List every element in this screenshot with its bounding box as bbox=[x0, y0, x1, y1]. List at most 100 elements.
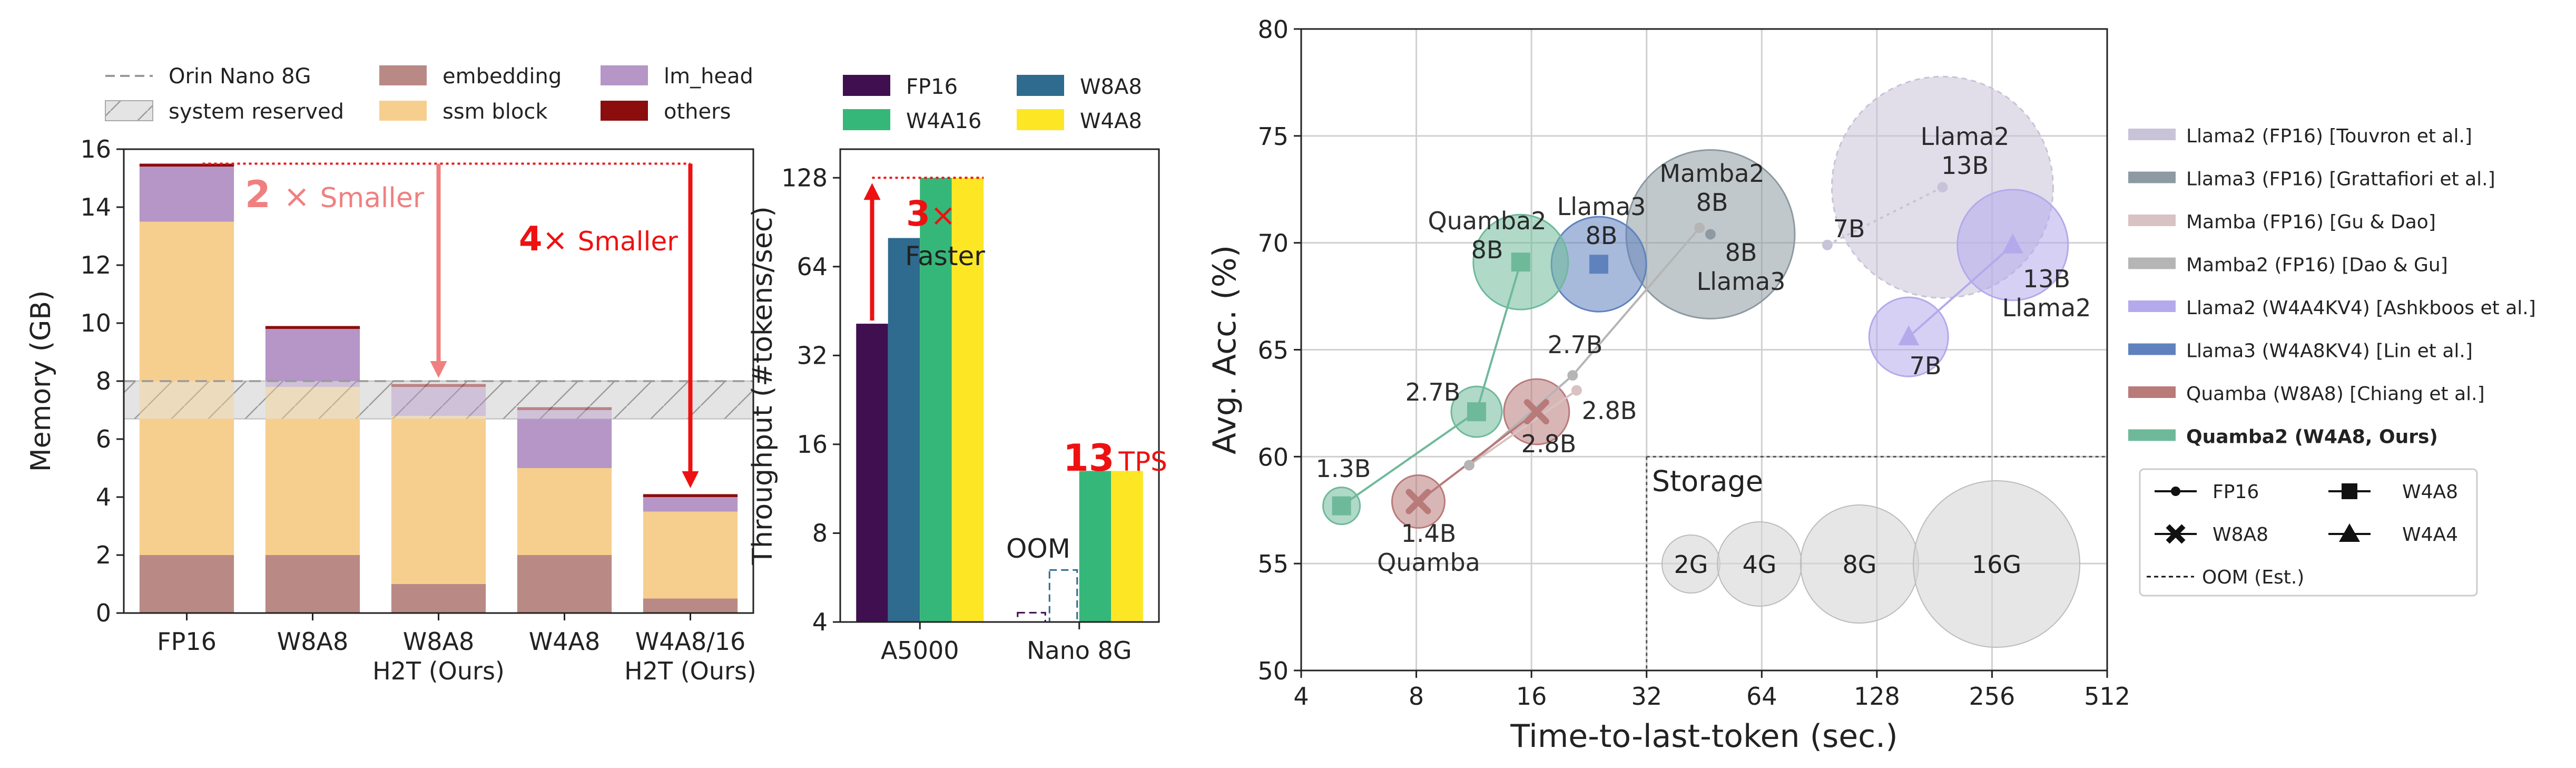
series-legend-label: Mamba (FP16) [Gu & Dao] bbox=[2186, 211, 2436, 233]
throughput-x-tick-label: A5000 bbox=[881, 636, 959, 665]
series-legend-swatch bbox=[2128, 215, 2176, 226]
point-label-line-1: 8B bbox=[1471, 236, 1503, 264]
memory-legend-label: others bbox=[664, 100, 731, 124]
throughput-bar-FP16-0 bbox=[856, 324, 888, 622]
series-legend-label: Mamba2 (FP16) [Dao & Gu] bbox=[2186, 255, 2448, 276]
memory-x-tick-label-line-0: W4A8/16 bbox=[635, 627, 746, 656]
throughput-legend-label: W8A8 bbox=[1080, 75, 1142, 99]
bar-others-0 bbox=[139, 163, 234, 167]
marker-square bbox=[1467, 402, 1487, 422]
faster-symbol: × bbox=[930, 197, 956, 233]
throughput-legend-swatch bbox=[1017, 75, 1064, 96]
faster-factor-annotation: 3× bbox=[906, 193, 956, 234]
marker-circle bbox=[1463, 460, 1474, 471]
throughput-axes-frame bbox=[839, 148, 1160, 623]
bubble-y-tick-label: 70 bbox=[1257, 229, 1289, 258]
storage-bubble-label: 4G bbox=[1743, 550, 1777, 579]
bar-embedding-1 bbox=[265, 555, 360, 613]
two-x-factor: 2 bbox=[245, 173, 283, 216]
marker-circle bbox=[1937, 182, 1948, 193]
marker-square bbox=[1332, 496, 1351, 516]
bar-embedding-2 bbox=[391, 584, 486, 613]
four-x-word: Smaller bbox=[578, 226, 679, 257]
marker-legend-label: W8A8 bbox=[2213, 524, 2268, 546]
series-legend-label: Quamba (W8A8) [Chiang et al.] bbox=[2186, 383, 2485, 405]
bubble-x-tick-label: 512 bbox=[2084, 682, 2130, 711]
bar-lm-head-0 bbox=[139, 167, 234, 222]
bar-embedding-4 bbox=[643, 598, 738, 613]
point-label-line-1: Llama2 bbox=[2002, 294, 2091, 322]
memory-y-tick-label: 4 bbox=[96, 483, 111, 511]
throughput-legend-swatch bbox=[843, 109, 890, 130]
series-legend-label: Llama3 (W4A8KV4) [Lin et al.] bbox=[2186, 341, 2473, 362]
storage-bubble-label: 16G bbox=[1972, 550, 2021, 579]
bubble-x-tick-label: 4 bbox=[1293, 682, 1309, 711]
memory-legend-label: ssm block bbox=[443, 100, 548, 124]
four-x-annotation: 4× Smaller bbox=[519, 220, 678, 259]
bar-lm-head-1 bbox=[265, 329, 360, 387]
bar-lm-head-3 bbox=[517, 410, 612, 468]
throughput-legend-label: FP16 bbox=[906, 75, 958, 99]
marker-legend-label: FP16 bbox=[2213, 481, 2259, 503]
series-legend-label: Llama3 (FP16) [Grattafiori et al.] bbox=[2186, 169, 2495, 190]
throughput-y-tick-label: 32 bbox=[797, 341, 828, 370]
memory-legend-label: Orin Nano 8G bbox=[169, 64, 311, 89]
series-legend-label: Quamba2 (W4A8, Ours) bbox=[2186, 426, 2438, 448]
point-label: 2.8B bbox=[1521, 430, 1577, 458]
marker-legend-box bbox=[2139, 468, 2478, 597]
series-line bbox=[1908, 244, 2014, 338]
memory-y-tick-label: 6 bbox=[96, 425, 111, 453]
throughput-y-tick-label: 16 bbox=[797, 430, 828, 459]
storage-bubble-label: 8G bbox=[1843, 550, 1877, 579]
marker-legend-label: W4A8 bbox=[2402, 481, 2458, 503]
bubble-y-tick-label: 75 bbox=[1257, 122, 1289, 151]
marker-circle bbox=[1571, 385, 1582, 396]
point-label-line-1: Llama3 bbox=[1697, 267, 1786, 296]
marker-legend-swatch-square bbox=[2342, 483, 2357, 499]
bar-ssm-block-3 bbox=[517, 468, 612, 555]
throughput-bar-W4A16-0 bbox=[920, 178, 952, 622]
bubble-x-tick-label: 16 bbox=[1516, 682, 1547, 711]
marker-square bbox=[1589, 255, 1608, 274]
throughput-legend-swatch bbox=[1017, 109, 1064, 130]
bar-embedding-3 bbox=[517, 555, 612, 613]
marker-legend-swatch-triangle bbox=[2339, 523, 2360, 542]
memory-y-tick-label: 14 bbox=[80, 193, 111, 221]
throughput-bar-W8A8-0 bbox=[888, 238, 920, 622]
series-line bbox=[1418, 411, 1538, 503]
memory-x-tick-label-line-1: H2T (Ours) bbox=[372, 657, 505, 685]
four-x-symbol: × bbox=[543, 222, 578, 258]
bubble-x-tick-label: 32 bbox=[1631, 682, 1662, 711]
memory-x-tick-label-line-0: W8A8 bbox=[403, 627, 474, 656]
throughput-legend-swatch bbox=[843, 75, 890, 96]
point-label-line-0: Llama2 bbox=[1921, 122, 2010, 151]
marker-circle bbox=[1567, 370, 1578, 381]
marker-circle bbox=[1705, 229, 1716, 240]
legend-swatch bbox=[601, 101, 648, 121]
marker-legend-label: W4A4 bbox=[2402, 524, 2458, 546]
marker-circle bbox=[1822, 239, 1833, 250]
bubble-x-tick-label: 128 bbox=[1854, 682, 1900, 711]
memory-y-tick-label: 12 bbox=[80, 251, 111, 279]
point-label-line-0: Mamba2 bbox=[1659, 159, 1764, 188]
memory-legend-label: lm_head bbox=[664, 64, 753, 89]
memory-y-tick-label: 10 bbox=[80, 309, 111, 337]
throughput-bar-W4A8-1 bbox=[1111, 471, 1143, 622]
point-label: 2.7B bbox=[1548, 330, 1603, 359]
memory-x-tick-label: W4A8 bbox=[529, 627, 600, 656]
series-legend-swatch bbox=[2128, 343, 2176, 355]
throughput-y-axis-label: Throughput (#tokens/sec) bbox=[747, 206, 779, 565]
marker-triangle bbox=[1898, 325, 1920, 346]
bar-others-1 bbox=[265, 326, 360, 329]
throughput-legend-label: W4A16 bbox=[906, 109, 981, 133]
oom-label: OOM bbox=[1006, 533, 1070, 564]
oom-estimated-bar-FP16 bbox=[1017, 611, 1046, 623]
point-label: 1.3B bbox=[1316, 454, 1371, 483]
bubble-x-tick-label: 256 bbox=[1969, 682, 2015, 711]
point-label: 2.8B bbox=[1582, 396, 1637, 425]
bubble-x-tick-label: 8 bbox=[1409, 682, 1424, 711]
series-legend-swatch bbox=[2128, 129, 2176, 140]
bar-others-4 bbox=[643, 494, 738, 497]
faster-word: Faster bbox=[905, 241, 985, 271]
